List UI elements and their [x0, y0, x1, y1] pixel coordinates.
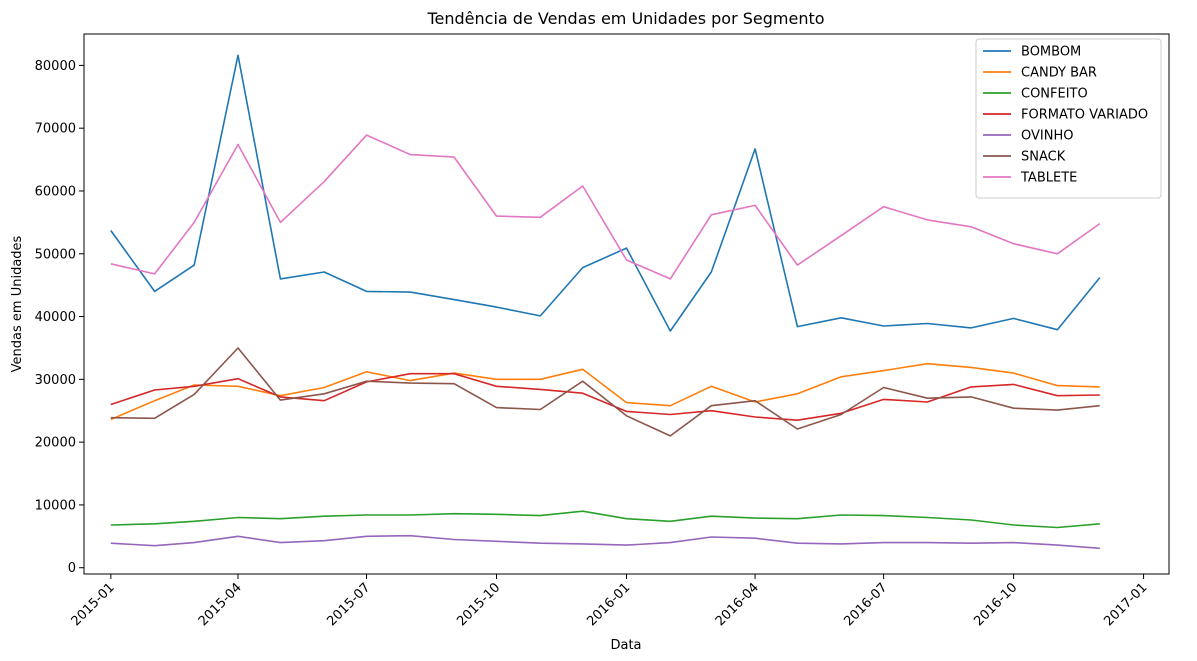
x-axis: 2015-01 2015-04 2015-07 2015-10 2016-01 2016-…: [69, 574, 1150, 629]
legend-label: FORMATO VARIADO: [1021, 108, 1148, 123]
series-line-5: [110, 347, 1100, 437]
legend-label: OVINHO: [1021, 129, 1073, 144]
y-tick-label: 20000: [35, 436, 76, 451]
legend-label: CONFEITO: [1021, 87, 1088, 102]
y-tick-label: 50000: [35, 247, 76, 262]
y-axis: 0 10000 20000 30000 40000 50000 60000 70000 8000…: [35, 59, 84, 576]
legend-label: TABLETE: [1020, 171, 1077, 186]
series-line-4: [110, 534, 1100, 550]
y-tick-label: 80000: [35, 59, 76, 74]
y-tick-label: 10000: [35, 498, 76, 513]
x-tick-label: 2016-04: [713, 580, 762, 629]
x-tick-label: 2015-04: [196, 580, 245, 629]
x-axis-label: Data: [610, 638, 641, 653]
series-line-1: [110, 362, 1100, 421]
x-tick-label: 2016-07: [841, 580, 890, 629]
series-line-2: [110, 510, 1100, 529]
chart-title: Tendência de Vendas em Unidades por Segm…: [426, 9, 824, 28]
plot-lines: [110, 54, 1101, 550]
x-tick-label: 2015-10: [454, 580, 503, 629]
y-axis-label: Vendas em Unidades: [10, 235, 25, 372]
y-tick-label: 70000: [35, 122, 76, 137]
y-tick-label: 60000: [35, 184, 76, 199]
x-tick-label: 2017-01: [1101, 580, 1150, 629]
legend: BOMBOM CANDY BAR CONFEITO FORMATO VARIADO OV…: [975, 38, 1162, 199]
y-tick-label: 30000: [35, 373, 76, 388]
y-tick-label: 40000: [35, 310, 76, 325]
series-line-6: [110, 134, 1101, 280]
legend-frame: [975, 38, 1162, 199]
series-line-3: [110, 372, 1100, 422]
x-tick-label: 2016-10: [971, 580, 1020, 629]
legend-label: BOMBOM: [1021, 45, 1081, 60]
legend-label: CANDY BAR: [1021, 66, 1097, 81]
y-tick-label: 0: [68, 561, 76, 576]
x-tick-label: 2015-01: [69, 580, 118, 629]
x-tick-label: 2015-07: [324, 580, 373, 629]
x-tick-label: 2016-01: [584, 580, 633, 629]
series-line-0: [110, 54, 1101, 332]
legend-label: SNACK: [1021, 150, 1066, 165]
